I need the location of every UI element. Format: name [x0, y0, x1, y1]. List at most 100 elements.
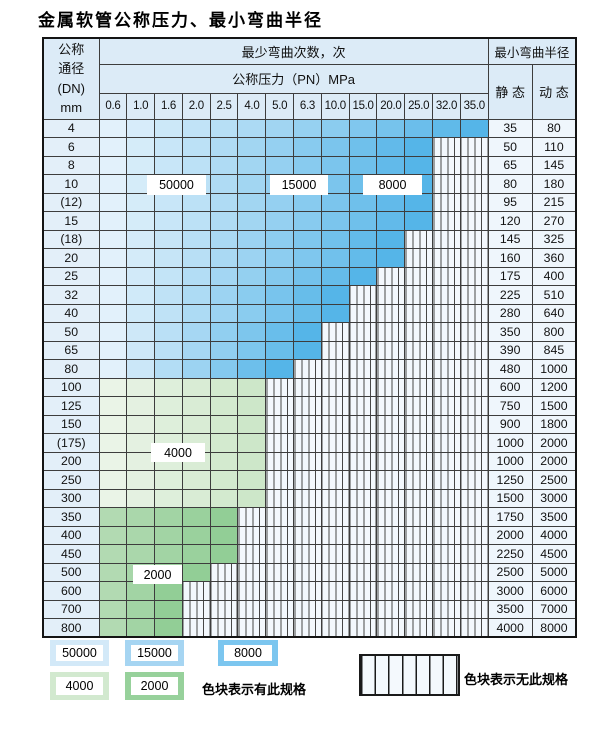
no-spec-cell — [404, 414, 434, 434]
spec-cell — [126, 488, 156, 508]
spec-cell — [209, 525, 239, 545]
bend-radius-header: 最小弯曲半径 — [487, 37, 577, 65]
spec-cell — [293, 303, 322, 323]
table-row-dn-25: 25 175 400 — [42, 266, 577, 286]
no-spec-cell — [320, 377, 350, 397]
dn-value: 8 — [42, 155, 100, 175]
no-spec-cell — [459, 470, 489, 490]
no-spec-cell — [404, 303, 434, 323]
no-spec-cell — [459, 488, 489, 508]
static-radius: 145 — [487, 229, 533, 249]
no-spec-cell — [432, 285, 461, 305]
cycles-label-50000: 50000 — [147, 175, 206, 195]
dn-value: 20 — [42, 248, 100, 268]
spec-cell — [348, 155, 378, 175]
spec-cell — [126, 433, 156, 453]
static-radius: 1750 — [487, 507, 533, 527]
spec-cell — [126, 137, 156, 157]
no-spec-cell — [376, 396, 406, 416]
dn-value: 400 — [42, 525, 100, 545]
spec-cell — [154, 285, 183, 305]
no-spec-cell — [459, 581, 489, 601]
dn-value: 450 — [42, 544, 100, 564]
no-spec-cell — [459, 322, 489, 342]
no-spec-cell — [348, 377, 378, 397]
spec-cell — [265, 340, 295, 360]
no-spec-cell — [459, 248, 489, 268]
spec-cell — [320, 266, 350, 286]
static-radius: 65 — [487, 155, 533, 175]
no-spec-cell — [348, 285, 378, 305]
spec-cell — [98, 433, 128, 453]
no-spec-cell — [432, 618, 461, 638]
spec-cell — [98, 211, 128, 231]
no-spec-cell — [265, 581, 295, 601]
dynamic-radius: 1000 — [531, 359, 577, 379]
header-row-2: 公称压力（PN）MPa 静 态 动 态 — [43, 63, 577, 120]
no-spec-cell — [348, 618, 378, 638]
no-spec-cell — [265, 525, 295, 545]
spec-cell — [98, 174, 128, 194]
spec-cell — [126, 118, 156, 138]
no-spec-cell — [459, 507, 489, 527]
no-spec-cell — [237, 525, 267, 545]
no-spec-cell — [293, 599, 322, 619]
table-row-dn-125: 125 750 1500 — [42, 396, 577, 416]
no-spec-cell — [432, 599, 461, 619]
spec-cell — [265, 137, 295, 157]
spec-cell — [98, 359, 128, 379]
spec-cell — [209, 322, 239, 342]
no-spec-cell — [320, 562, 350, 582]
spec-cell — [98, 396, 128, 416]
spec-cell — [181, 340, 211, 360]
table-row-dn-40: 40 280 640 — [42, 303, 577, 323]
no-spec-cell — [376, 322, 406, 342]
spec-cell — [265, 359, 295, 379]
no-spec-cell — [293, 433, 322, 453]
pressure-header-1.0: 1.0 — [126, 92, 156, 120]
table-row-dn-800: 800 4000 8000 — [42, 618, 577, 638]
table-row-dn-600: 600 3000 6000 — [42, 581, 577, 601]
no-spec-cell — [459, 414, 489, 434]
spec-cell — [98, 340, 128, 360]
no-spec-cell — [404, 340, 434, 360]
spec-cell — [237, 266, 267, 286]
spec-cell — [376, 137, 406, 157]
static-radius: 1000 — [487, 451, 533, 471]
spec-table-body: 4 35 80 6 50 110 8 65 145 10 80 180 (12) 95 215 15 120 27… — [42, 118, 577, 638]
spec-cell — [293, 155, 322, 175]
spec-cell — [126, 285, 156, 305]
static-radius: 390 — [487, 340, 533, 360]
legend-block-50000: 50000 — [50, 640, 109, 666]
dynamic-radius: 1200 — [531, 377, 577, 397]
spec-cell — [320, 248, 350, 268]
no-spec-cell — [320, 396, 350, 416]
spec-cell — [98, 229, 128, 249]
spec-cell — [181, 266, 211, 286]
spec-cell — [126, 211, 156, 231]
no-spec-cell — [237, 599, 267, 619]
dn-value: 4 — [42, 118, 100, 138]
no-spec-cell — [348, 322, 378, 342]
spec-cell — [237, 174, 267, 194]
cycles-label-4000: 4000 — [151, 443, 205, 462]
no-spec-cell — [376, 562, 406, 582]
no-spec-cell — [348, 488, 378, 508]
spec-cell — [209, 451, 239, 471]
spec-cell — [209, 285, 239, 305]
legend-has-spec-text: 色块表示有此规格 — [202, 682, 307, 697]
no-spec-cell — [432, 340, 461, 360]
no-spec-cell — [432, 451, 461, 471]
spec-cell — [181, 211, 211, 231]
legend-label: 8000 — [224, 645, 272, 661]
no-spec-cell — [459, 599, 489, 619]
no-spec-cell — [265, 470, 295, 490]
no-spec-cell — [320, 488, 350, 508]
spec-cell — [348, 137, 378, 157]
spec-cell — [154, 414, 183, 434]
dynamic-radius: 640 — [531, 303, 577, 323]
spec-cell — [237, 433, 267, 453]
spec-cell — [126, 303, 156, 323]
spec-cell — [209, 155, 239, 175]
no-spec-cell — [348, 396, 378, 416]
